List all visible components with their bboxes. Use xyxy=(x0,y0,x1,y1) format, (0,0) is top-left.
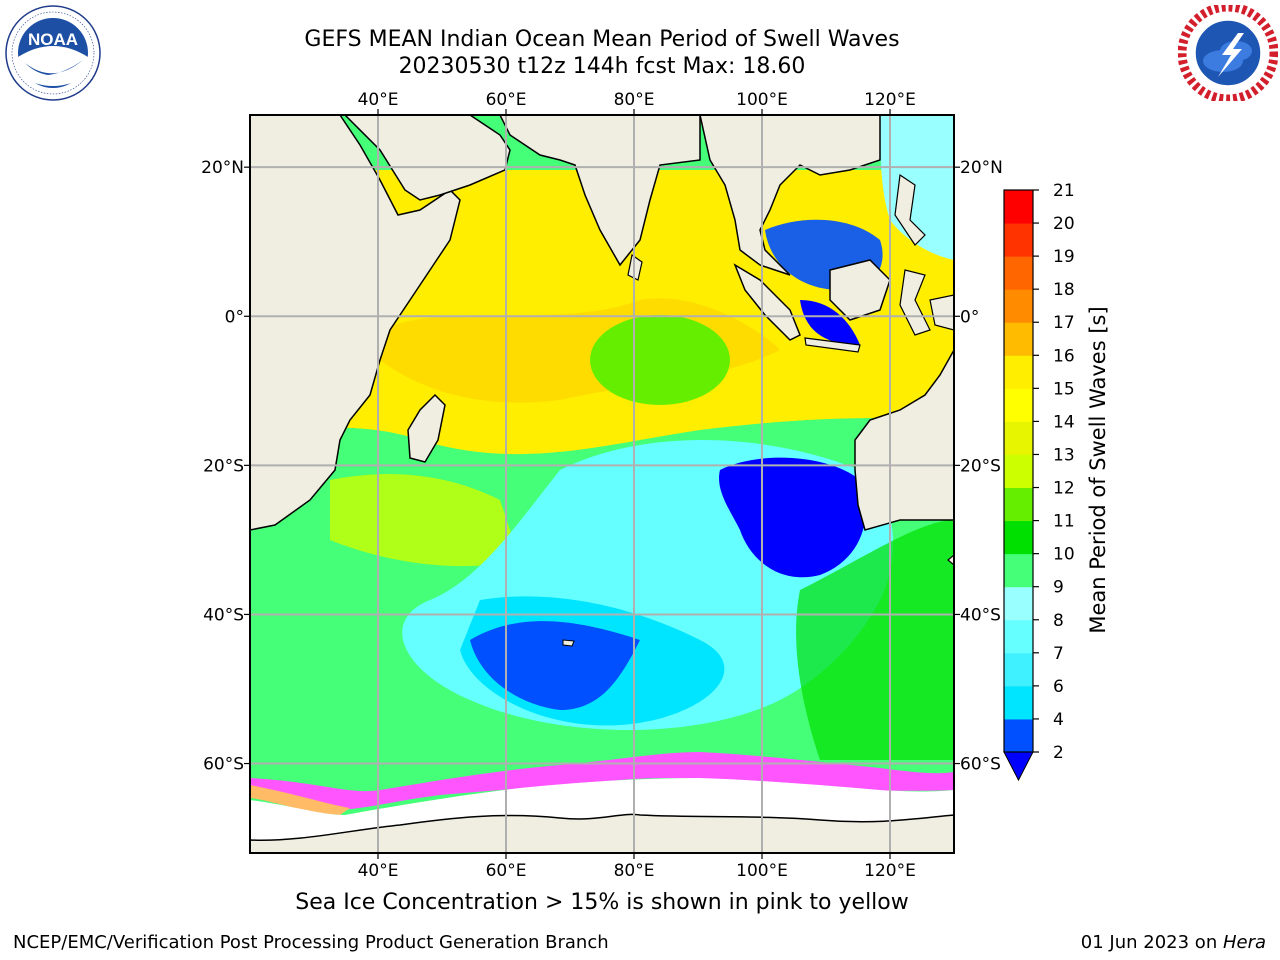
colorbar-frame xyxy=(1003,189,1034,753)
map-area xyxy=(250,115,954,853)
colorbar-tick-label: 16 xyxy=(1053,346,1075,366)
colorbar-swatch xyxy=(1004,190,1033,224)
y-tick-right-label: 60°S xyxy=(960,755,1001,775)
y-tick-left-label: 0° xyxy=(225,307,244,327)
arabia-land xyxy=(343,115,511,201)
footer-credit: NCEP/EMC/Verification Post Processing Pr… xyxy=(13,932,609,953)
sea-ice-edge xyxy=(250,752,954,810)
noaa-logo-text: NOAA xyxy=(28,30,78,49)
title-line-2: 20230530 t12z 144h fcst Max: 18.60 xyxy=(398,54,806,79)
colorbar-swatch xyxy=(1004,718,1033,753)
colorbar-swatch xyxy=(1004,421,1033,455)
y-tick-right-label: 20°S xyxy=(960,456,1001,476)
swell-field-green-patch xyxy=(590,315,730,405)
java-land xyxy=(804,337,861,353)
colorbar-tick-label: 19 xyxy=(1053,247,1075,267)
x-tick-top-label: 60°E xyxy=(486,90,527,110)
colorbar-tick-label: 20 xyxy=(1053,214,1075,234)
x-tick-top-label: 100°E xyxy=(736,90,788,110)
colorbar-tick-label: 17 xyxy=(1053,313,1075,333)
y-tick-right-label: 40°S xyxy=(960,605,1001,625)
map-frame xyxy=(249,114,955,854)
colorbar-swatch xyxy=(1004,223,1033,257)
colorbar-swatch xyxy=(1004,487,1033,522)
y-tick-left-label: 20°N xyxy=(201,158,244,178)
colorbar-tick-label: 6 xyxy=(1053,677,1064,697)
y-tick-right-label: 0° xyxy=(960,307,979,327)
swell-field-blue-australia xyxy=(719,457,866,578)
swell-field-green-southeast xyxy=(796,520,954,760)
tasmania-land xyxy=(947,554,954,566)
colorbar-swatch xyxy=(1004,454,1033,489)
colorbar-tick-label: 21 xyxy=(1053,181,1075,201)
colorbar-swatch xyxy=(1004,553,1033,588)
map-ticks: 40°E 40°E 60°E 60°E 80°E 80°E 100°E 100°E 120°E 1… xyxy=(201,90,1003,881)
colorbar-tick-label: 4 xyxy=(1053,710,1064,730)
colorbar-tick-label: 7 xyxy=(1053,644,1064,664)
india-land xyxy=(499,115,701,267)
colorbar-extend-min xyxy=(1003,751,1034,782)
antarctica-land xyxy=(250,813,954,853)
nws-logo xyxy=(1178,5,1278,101)
colorbar-tick-label: 18 xyxy=(1053,280,1075,300)
colorbar-swatch xyxy=(1004,289,1033,323)
swell-field-blue-java xyxy=(800,300,860,345)
map-title: GEFS MEAN Indian Ocean Mean Period of Sw… xyxy=(250,26,954,80)
x-tick-bottom-label: 100°E xyxy=(736,861,788,881)
colorbar-title: Mean Period of Swell Waves [s] xyxy=(1086,306,1110,633)
colorbar-tick-label: 10 xyxy=(1053,545,1075,565)
noaa-logo: NOAA xyxy=(5,5,101,101)
swell-field-cyan-pacific xyxy=(880,115,954,260)
colorbar-swatch xyxy=(1004,520,1033,555)
colorbar: 2 4 6 7 8 9 10 11 12 13 14 15 16 17 18 19 20 21 xyxy=(1003,181,1075,782)
x-tick-top-label: 120°E xyxy=(864,90,916,110)
borneo-land xyxy=(829,259,891,321)
x-tick-bottom-label: 120°E xyxy=(864,861,916,881)
map-grid xyxy=(250,115,954,853)
footer-date: 01 Jun 2023 on Hera xyxy=(1081,932,1266,953)
colorbar-tick-label: 9 xyxy=(1053,578,1064,598)
y-tick-left-label: 40°S xyxy=(203,605,244,625)
colorbar-tick-label: 8 xyxy=(1053,611,1064,631)
kerguelen-land xyxy=(562,639,575,647)
colorbar-tick-label: 14 xyxy=(1053,412,1075,432)
sea-ice-caption: Sea Ice Concentration > 15% is shown in … xyxy=(295,890,909,915)
y-tick-right-label: 20°N xyxy=(960,158,1003,178)
x-tick-bottom-label: 80°E xyxy=(614,861,655,881)
sumatra-land xyxy=(733,263,801,341)
philippines-land xyxy=(894,173,926,246)
x-tick-bottom-label: 60°E xyxy=(486,861,527,881)
colorbar-tick-label: 12 xyxy=(1053,479,1075,499)
madagascar-land xyxy=(407,393,446,463)
colorbar-tick-label: 15 xyxy=(1053,379,1075,399)
colorbar-tick-label: 2 xyxy=(1053,743,1064,763)
x-tick-top-label: 40°E xyxy=(358,90,399,110)
footer-host: Hera xyxy=(1222,932,1266,953)
colorbar-swatch xyxy=(1004,322,1033,356)
y-tick-left-label: 20°S xyxy=(203,456,244,476)
sulawesi-land xyxy=(899,269,931,336)
colorbar-swatch xyxy=(1004,355,1033,389)
title-line-1: GEFS MEAN Indian Ocean Mean Period of Sw… xyxy=(304,27,900,52)
footer-date-text: 01 Jun 2023 on xyxy=(1080,932,1223,953)
sea-ice-edge-yellow xyxy=(250,785,350,815)
colorbar-swatch xyxy=(1004,586,1033,621)
colorbar-swatch xyxy=(1004,652,1033,687)
africa-land xyxy=(250,115,461,531)
x-tick-top-label: 80°E xyxy=(614,90,655,110)
swell-field-blue-south xyxy=(470,621,640,710)
colorbar-tick-label: 13 xyxy=(1053,445,1075,465)
colorbar-swatch xyxy=(1004,685,1033,720)
y-tick-left-label: 60°S xyxy=(203,755,244,775)
colorbar-swatch xyxy=(1004,619,1033,654)
australia-land xyxy=(854,348,954,531)
colorbar-tick-label: 11 xyxy=(1053,512,1075,532)
x-tick-bottom-label: 40°E xyxy=(358,861,399,881)
colorbar-swatch xyxy=(1004,256,1033,290)
colorbar-swatch xyxy=(1004,388,1033,422)
